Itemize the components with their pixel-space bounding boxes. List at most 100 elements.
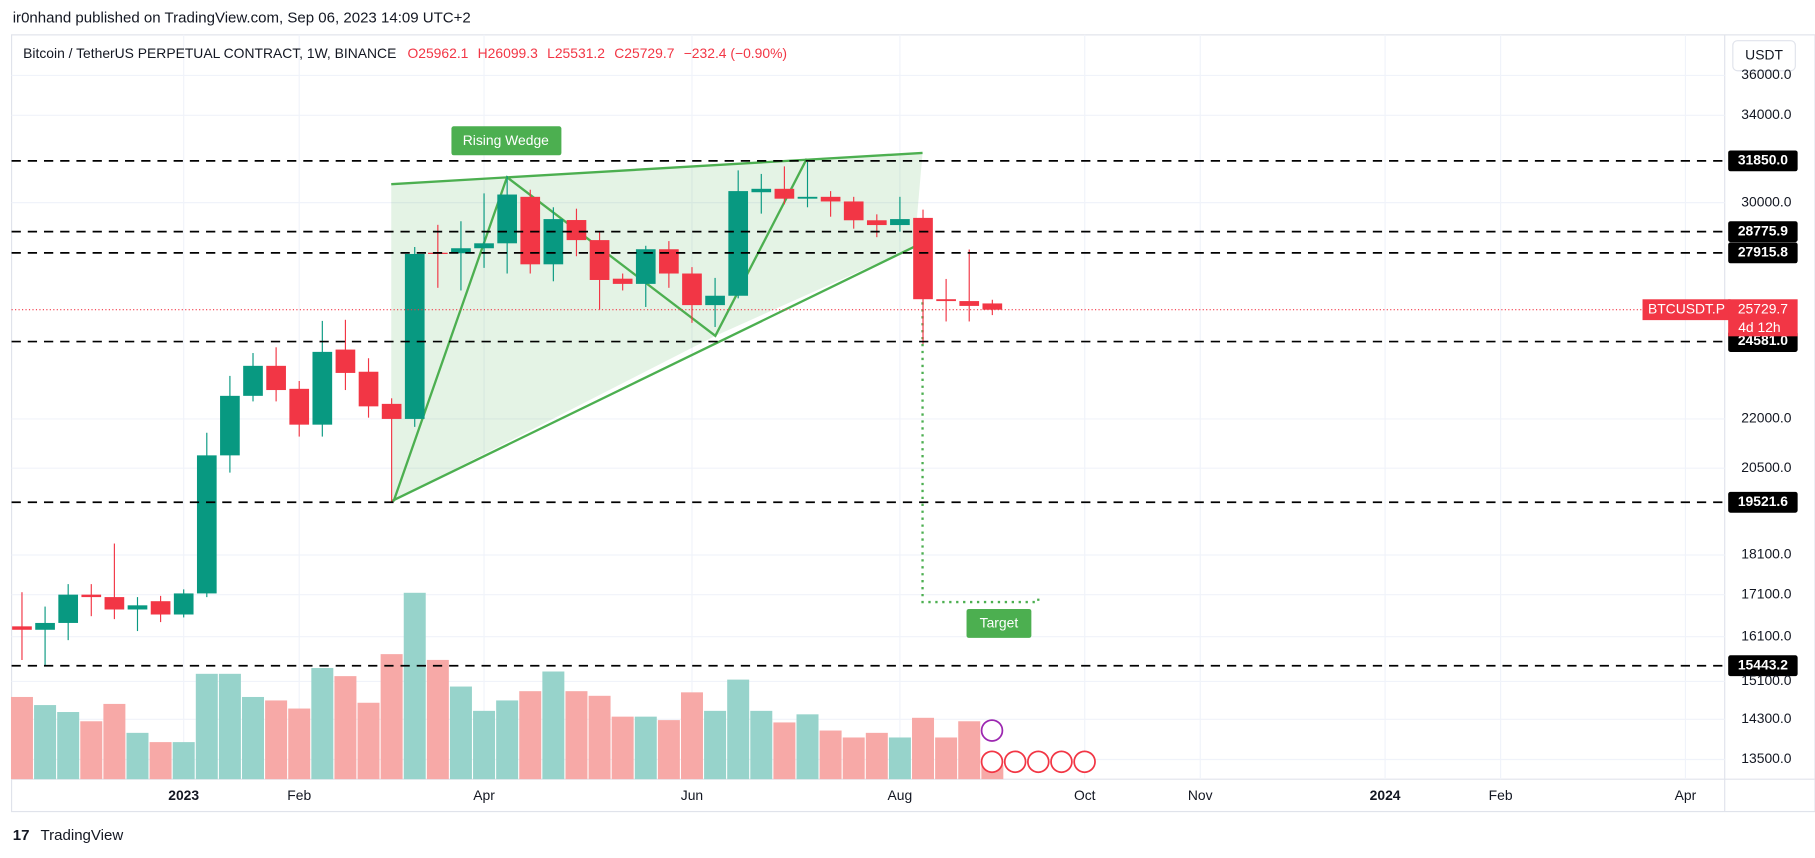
candle-body <box>220 395 240 456</box>
volume-bar <box>103 703 126 780</box>
volume-bar <box>542 671 565 780</box>
volume-bar <box>519 691 542 780</box>
volume-bar <box>449 686 472 780</box>
candle-body <box>566 220 587 241</box>
volume-bar <box>218 673 241 780</box>
candle-body <box>358 371 379 407</box>
x-tick-label: 2023 <box>168 787 199 803</box>
legend-title: Bitcoin / TetherUS PERPETUAL CONTRACT, 1… <box>23 45 396 61</box>
x-tick-label: Oct <box>1074 787 1096 803</box>
volume-bar <box>34 705 57 780</box>
volume-bar <box>796 714 819 780</box>
candle-body <box>404 253 425 419</box>
wedge-upper <box>391 151 923 186</box>
candle-body <box>312 351 333 425</box>
x-tick-label: Aug <box>888 787 913 803</box>
volume-bar <box>935 737 958 780</box>
y-tick-label: 18100.0 <box>1741 546 1791 562</box>
y-tick-label: 14300.0 <box>1741 710 1791 726</box>
x-tick-label: Jun <box>681 787 703 803</box>
candle-body <box>543 219 564 265</box>
countdown: 4d 12h <box>1738 319 1780 335</box>
candle-body <box>728 191 749 296</box>
volume-bar <box>57 712 80 780</box>
volume-bar <box>403 592 426 780</box>
volume-bar <box>634 716 657 780</box>
volume-bar <box>172 742 195 780</box>
candle-body <box>890 219 910 226</box>
candle-body <box>58 594 79 623</box>
volume-bar <box>311 668 334 780</box>
volume-bar <box>195 673 218 780</box>
legend-value: −232.4 (−0.90%) <box>684 45 787 61</box>
volume-bar <box>80 721 103 780</box>
candle-body <box>820 196 841 202</box>
volume-bar <box>842 737 865 780</box>
volume-bar <box>288 708 311 780</box>
candle-body <box>913 217 933 300</box>
candle-body <box>104 597 125 610</box>
volume-bar <box>958 721 981 780</box>
volume-bar <box>265 700 288 780</box>
volume-bar <box>565 691 588 780</box>
x-tick-label: Apr <box>1675 787 1697 803</box>
candle-body <box>381 403 402 419</box>
level-tag <box>1728 150 1798 172</box>
candle-body <box>150 601 171 615</box>
volume-bar <box>380 654 403 780</box>
currency[interactable]: USDT <box>1745 46 1783 62</box>
annotation: Rising Wedge <box>463 132 549 148</box>
legend-value: O25962.1 <box>407 45 468 61</box>
icon <box>980 750 1004 774</box>
candle-body <box>497 194 517 244</box>
price-tag <box>1728 299 1798 337</box>
last-price: 25729.7 <box>1738 300 1788 316</box>
currency-button[interactable] <box>1732 40 1796 72</box>
grid <box>11 34 1725 780</box>
candle-body <box>866 220 887 226</box>
level-tag <box>1728 491 1798 513</box>
y-tick-label: 17100.0 <box>1741 585 1791 601</box>
legend-value: C25729.7 <box>614 45 674 61</box>
volume-bar <box>242 696 265 780</box>
level-label: 31850.0 <box>1738 152 1788 168</box>
level-tag <box>1728 242 1798 264</box>
candle-body <box>774 188 795 199</box>
candle-body <box>196 455 217 594</box>
wedge-lower <box>390 245 915 503</box>
x-tick-label: Nov <box>1188 787 1213 803</box>
candle-body <box>659 249 679 274</box>
candle-body <box>243 365 263 396</box>
volume-bar <box>727 679 750 780</box>
candle-body <box>127 605 148 610</box>
icon <box>1003 750 1027 774</box>
y-tick-label: 36000.0 <box>1741 66 1791 82</box>
volume-bar <box>426 659 449 780</box>
volume-bar <box>357 702 380 780</box>
level-label: 27915.8 <box>1738 244 1788 260</box>
volume-bar <box>750 710 773 780</box>
candle-body <box>81 594 102 598</box>
y-tick-label: 20500.0 <box>1741 459 1791 475</box>
candle-body <box>612 278 633 284</box>
icon <box>1027 750 1050 774</box>
x-tick-label: Feb <box>287 787 311 803</box>
legend-value: H26099.3 <box>478 45 538 61</box>
legend-values: O25962.1 H26099.3 L25531.2 C25729.7 −232.4 (… <box>407 45 787 61</box>
level-tag <box>1728 655 1798 677</box>
candle-body <box>35 622 55 630</box>
volume-bar <box>473 710 496 780</box>
candle-body <box>520 196 541 265</box>
y-tick-label: 34000.0 <box>1741 106 1791 122</box>
wedge-fill <box>391 152 923 502</box>
candle-body <box>797 196 818 199</box>
candle-body <box>843 201 864 221</box>
y-tick-label: 22000.0 <box>1741 410 1791 426</box>
symbol-label: BTCUSDT.P <box>1648 300 1725 316</box>
level-label: 15443.2 <box>1738 656 1788 672</box>
volume-bar <box>819 730 842 780</box>
volume-bar <box>865 732 888 780</box>
y-tick-label: 30000.0 <box>1741 193 1791 209</box>
